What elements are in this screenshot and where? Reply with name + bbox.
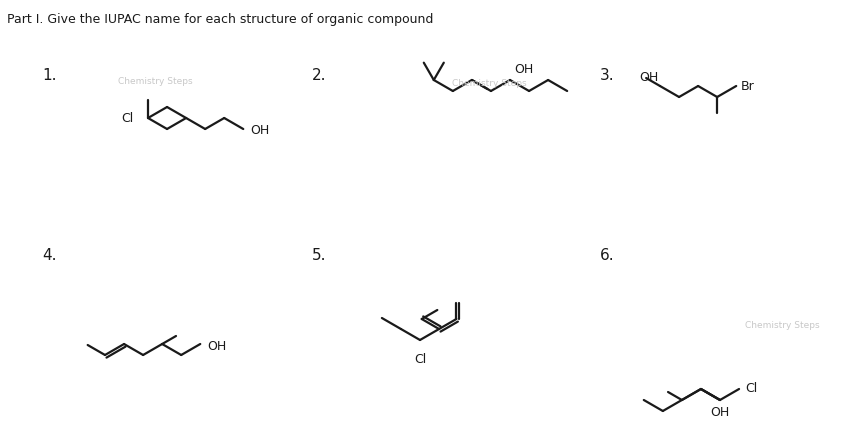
Text: 3.: 3.: [600, 68, 614, 82]
Text: Br: Br: [741, 79, 755, 92]
Text: Chemistry Steps: Chemistry Steps: [118, 78, 193, 86]
Text: OH: OH: [514, 63, 534, 76]
Text: 1.: 1.: [42, 68, 57, 82]
Text: Chemistry Steps: Chemistry Steps: [745, 320, 819, 329]
Text: 5.: 5.: [312, 247, 327, 263]
Text: Part I. Give the IUPAC name for each structure of organic compound: Part I. Give the IUPAC name for each str…: [7, 13, 433, 26]
Text: Cl: Cl: [414, 353, 426, 366]
Text: Cl: Cl: [745, 383, 758, 396]
Text: OH: OH: [710, 406, 729, 419]
Text: Cl: Cl: [122, 112, 134, 125]
Text: 2.: 2.: [312, 68, 327, 82]
Text: 4.: 4.: [42, 247, 57, 263]
Text: OH: OH: [208, 340, 227, 353]
Text: 6.: 6.: [600, 247, 614, 263]
Text: Chemistry Steps: Chemistry Steps: [452, 78, 527, 87]
Text: OH: OH: [251, 125, 269, 138]
Text: OH: OH: [638, 71, 658, 84]
